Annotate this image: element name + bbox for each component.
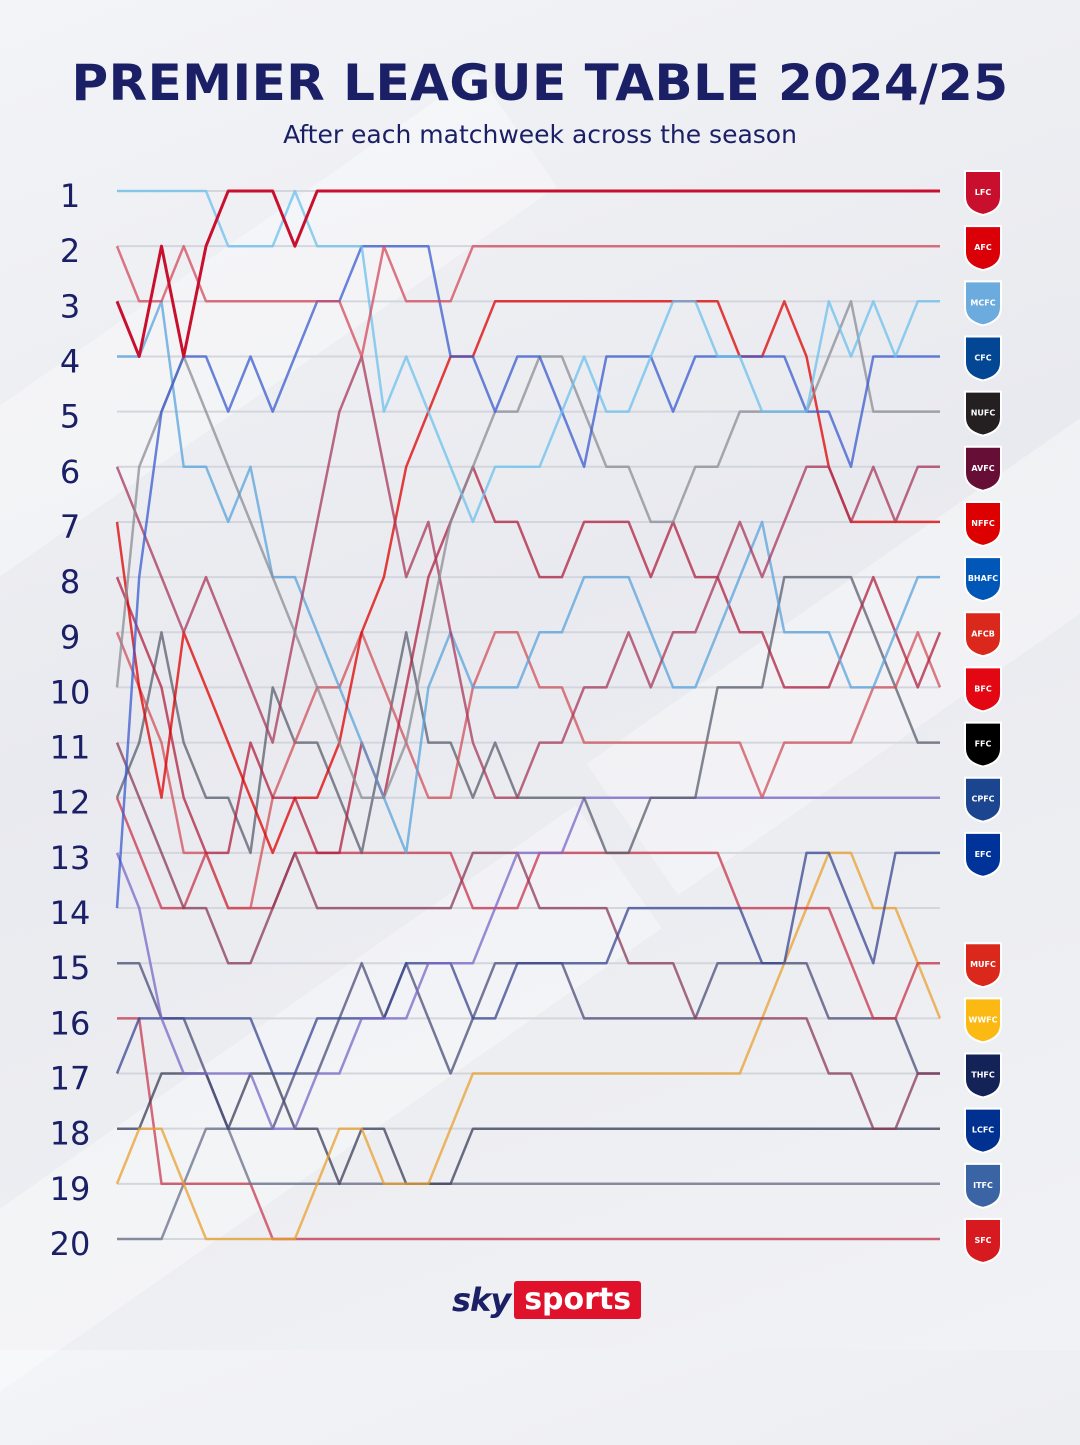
badge-everton: EFC [964,831,1002,878]
svg-text:FFC: FFC [975,740,992,749]
position-label-15: 15 [50,949,91,987]
series-line-crystal-palace [115,796,940,1130]
series-line-arsenal [115,244,940,358]
svg-text:BFC: BFC [974,684,992,693]
badge-liverpool: LFC [964,170,1002,217]
badge-brighton: BHAFC [964,556,1002,603]
team-lines [115,189,942,1241]
svg-text:LCFC: LCFC [972,1126,994,1135]
series-line-chelsea [115,244,940,909]
svg-text:MUFC: MUFC [970,960,996,969]
badge-fulham: FFC [964,721,1002,768]
series-line-west-ham [115,742,940,1130]
badge-newcastle: NUFC [964,390,1002,437]
svg-text:ITFC: ITFC [973,1181,993,1190]
badge-wolves: WWFC [964,997,1002,1044]
series-line-brighton [117,300,940,855]
page-subtitle: After each matchweek across the season [283,120,797,149]
position-label-9: 9 [60,618,80,656]
sports-wordmark: sports [514,1281,642,1319]
series-line-nottingham-forest [115,300,940,855]
svg-text:EFC: EFC [975,850,992,859]
position-label-5: 5 [60,398,80,436]
svg-text:MCFC: MCFC [970,298,995,307]
badge-leicester: LCFC [964,1107,1002,1154]
badge-southampton: SFC [964,1218,1002,1265]
position-label-10: 10 [50,673,91,711]
position-label-3: 3 [60,287,80,325]
series-line-wolves [115,851,942,1241]
svg-text:AFC: AFC [974,243,992,252]
svg-text:NUFC: NUFC [971,409,996,418]
svg-text:SFC: SFC [974,1236,991,1245]
position-label-14: 14 [50,894,91,932]
badge-manchester-city: MCFC [964,280,1002,327]
badge-crystal-palace: CPFC [964,776,1002,823]
badge-chelsea: CFC [964,335,1002,382]
badge-tottenham: THFC [964,1052,1002,1099]
position-label-7: 7 [60,508,80,546]
svg-text:AVFC: AVFC [971,464,994,473]
svg-text:LFC: LFC [975,188,992,197]
series-line-ipswich [117,1127,940,1241]
position-label-11: 11 [50,729,91,767]
series-line-everton [115,851,940,1075]
badge-arsenal: AFC [964,225,1002,272]
position-label-12: 12 [50,784,91,822]
position-label-16: 16 [50,1004,91,1042]
svg-text:NFFC: NFFC [971,519,995,528]
series-line-bournemouth [115,465,942,855]
position-label-17: 17 [50,1060,91,1098]
position-label-19: 19 [50,1170,91,1208]
svg-text:CFC: CFC [974,353,991,362]
svg-text:WWFC: WWFC [969,1015,998,1024]
svg-text:CPFC: CPFC [971,795,994,804]
series-line-liverpool [115,189,940,358]
series-line-aston-villa [115,355,940,799]
position-label-4: 4 [60,342,80,380]
badge-manchester-united: MUFC [964,942,1002,989]
badge-brentford: BFC [964,666,1002,713]
series-line-leicester [117,1072,940,1186]
svg-text:THFC: THFC [971,1071,995,1080]
svg-text:AFCB: AFCB [971,629,995,638]
position-label-13: 13 [50,839,91,877]
series-line-fulham [115,575,940,855]
badge-aston-villa: AVFC [964,445,1002,492]
svg-text:BHAFC: BHAFC [968,574,998,583]
sky-sports-logo: sky sports [452,1280,642,1320]
series-line-southampton [117,1017,940,1241]
position-label-6: 6 [60,453,80,491]
series-line-manchester-city [117,189,940,524]
badge-bournemouth: AFCB [964,611,1002,658]
sky-wordmark: sky [452,1281,511,1319]
position-label-20: 20 [50,1225,91,1263]
gridlines [117,190,940,1240]
badge-nottingham-forest: NFFC [964,500,1002,547]
position-label-8: 8 [60,563,80,601]
team-badges: LFC AFC MCFC CFC NUFC AVFC NFFC BHAFC AFCB BFC FFC… [964,170,1002,1265]
position-label-1: 1 [60,177,80,215]
page-title: PREMIER LEAGUE TABLE 2024/25 [71,54,1009,112]
position-label-18: 18 [50,1115,91,1153]
position-label-2: 2 [60,232,80,270]
badge-ipswich: ITFC [964,1162,1002,1209]
